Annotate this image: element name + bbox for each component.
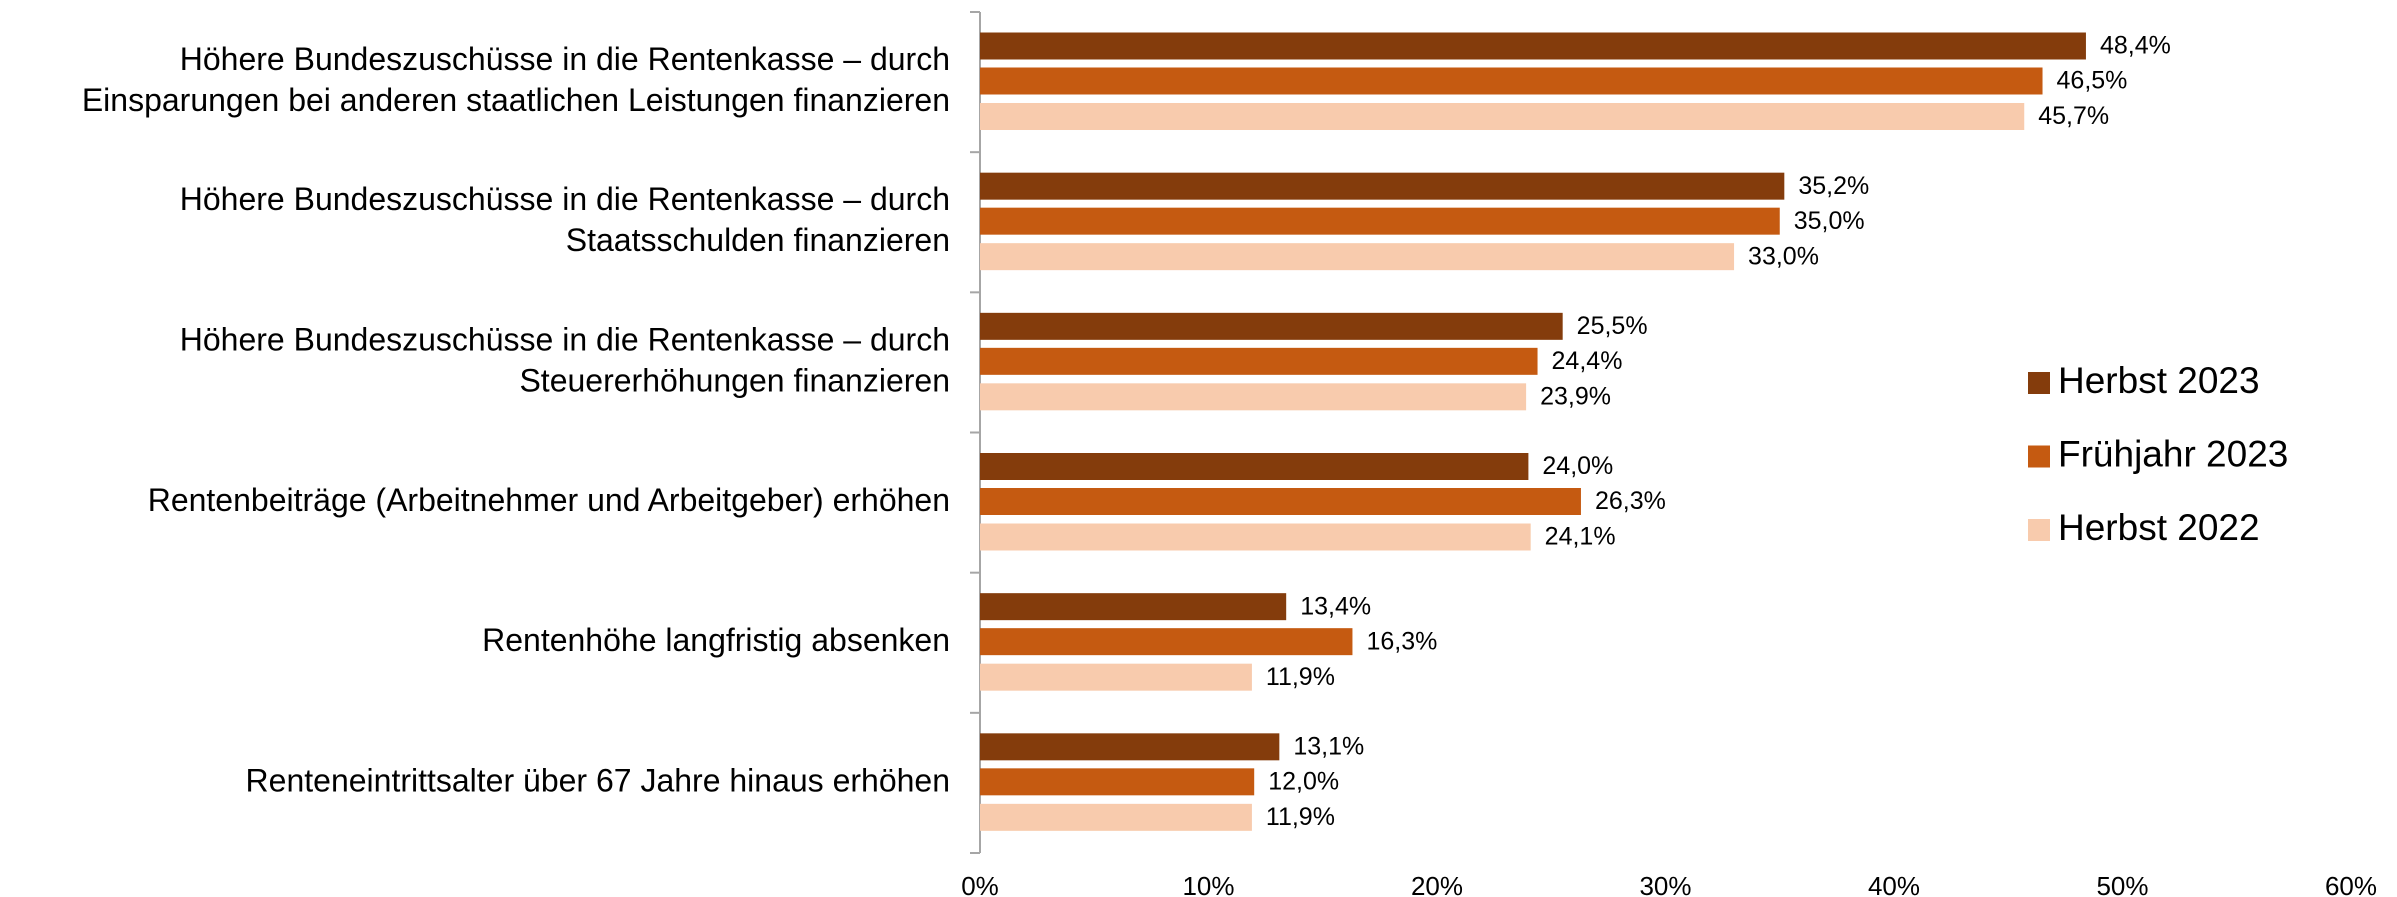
data-label: 48,4%: [2100, 32, 2171, 60]
bar: [980, 383, 1527, 411]
category-label: Rentenhöhe langfristig absenken: [482, 622, 950, 658]
data-label: 16,3%: [1366, 627, 1437, 655]
legend-label: Frühjahr 2023: [2058, 433, 2288, 474]
category-label: Steuererhöhungen finanzieren: [519, 362, 950, 398]
x-tick-label: 0%: [961, 871, 999, 897]
x-tick-label: 40%: [1868, 871, 1920, 897]
x-tick-label: 50%: [2096, 871, 2148, 897]
bar: [980, 523, 1531, 551]
data-label: 11,9%: [1266, 663, 1335, 691]
x-tick-label: 30%: [1639, 871, 1691, 897]
data-label: 23,9%: [1540, 382, 1611, 410]
bar: [980, 733, 1280, 761]
data-label: 46,5%: [2057, 67, 2128, 95]
data-label: 35,0%: [1794, 207, 1865, 235]
data-label: 33,0%: [1748, 242, 1819, 270]
x-tick-label: 60%: [2325, 871, 2377, 897]
bar: [980, 453, 1529, 480]
data-label: 35,2%: [1798, 172, 1869, 200]
bar: [980, 347, 1538, 375]
data-label: 25,5%: [1577, 312, 1648, 340]
data-label: 24,4%: [1552, 347, 1623, 375]
data-label: 24,0%: [1542, 452, 1613, 480]
bar: [980, 663, 1252, 691]
category-label: Staatsschulden finanzieren: [566, 222, 950, 258]
bar: [980, 312, 1563, 340]
bar: [980, 172, 1785, 200]
bar: [980, 803, 1252, 831]
data-label: 12,0%: [1268, 767, 1339, 795]
bar: [980, 103, 2025, 130]
x-tick-label: 20%: [1411, 871, 1463, 897]
category-label: Rentenbeiträge (Arbeitnehmer und Arbeitg…: [148, 482, 950, 518]
legend-swatch: [2028, 519, 2050, 541]
data-label: 11,9%: [1266, 803, 1335, 831]
bar: [980, 768, 1255, 796]
data-label: 26,3%: [1595, 487, 1666, 515]
bar: [980, 67, 2043, 95]
bar: [980, 243, 1735, 271]
legend-label: Herbst 2023: [2058, 360, 2260, 401]
category-label: Renteneintrittsalter über 67 Jahre hinau…: [246, 762, 950, 798]
bar: [980, 488, 1581, 515]
bar: [980, 32, 2086, 60]
data-label: 45,7%: [2038, 102, 2109, 130]
legend-swatch: [2028, 445, 2050, 468]
data-label: 24,1%: [1545, 523, 1616, 551]
category-label: Einsparungen bei anderen staatlichen Lei…: [82, 82, 950, 118]
legend-swatch: [2028, 372, 2050, 394]
bar: [980, 207, 1780, 235]
x-tick-label: 10%: [1182, 871, 1234, 897]
data-label: 13,1%: [1293, 732, 1364, 760]
category-label: Höhere Bundeszuschüsse in die Rentenkass…: [180, 181, 950, 217]
category-label: Höhere Bundeszuschüsse in die Rentenkass…: [180, 41, 950, 77]
category-label: Höhere Bundeszuschüsse in die Rentenkass…: [180, 321, 950, 357]
bar: [980, 593, 1287, 621]
legend-label: Herbst 2022: [2058, 507, 2260, 548]
bar: [980, 628, 1353, 656]
data-label: 13,4%: [1300, 592, 1371, 620]
